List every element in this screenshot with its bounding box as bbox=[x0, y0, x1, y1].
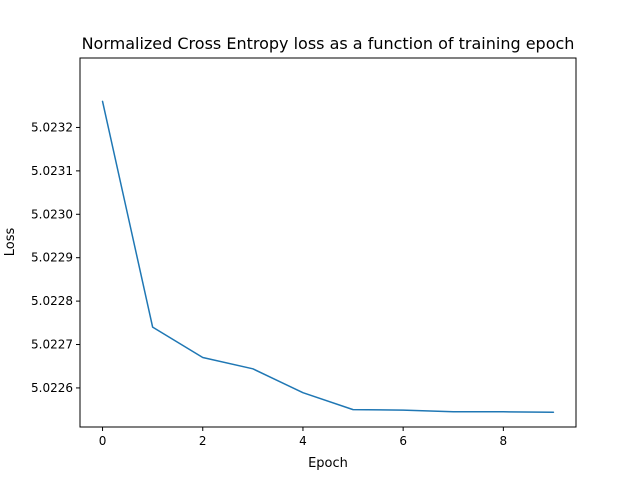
x-tick-label: 2 bbox=[199, 434, 207, 448]
x-axis-label: Epoch bbox=[308, 456, 348, 471]
y-tick-label: 5.0229 bbox=[31, 251, 73, 265]
y-tick-label: 5.0228 bbox=[31, 294, 73, 308]
x-tick-label: 4 bbox=[299, 434, 307, 448]
y-tick-label: 5.0230 bbox=[31, 207, 73, 221]
y-axis-ticks: 5.0226 5.0227 5.0228 5.0229 5.0230 5.0231 5.02… bbox=[31, 120, 80, 395]
series-line bbox=[101, 100, 555, 413]
x-tick-label: 0 bbox=[99, 434, 107, 448]
x-tick-label: 6 bbox=[399, 434, 407, 448]
x-axis-ticks: 0 2 4 6 8 bbox=[99, 427, 507, 448]
y-axis-label: Loss bbox=[3, 228, 18, 257]
plot-area bbox=[101, 100, 555, 413]
chart-title: Normalized Cross Entropy loss as a funct… bbox=[82, 34, 575, 53]
y-tick-label: 5.0231 bbox=[31, 164, 73, 178]
x-tick-label: 8 bbox=[500, 434, 508, 448]
y-tick-label: 5.0232 bbox=[31, 120, 73, 134]
y-tick-label: 5.0226 bbox=[31, 381, 73, 395]
plot-frame bbox=[79, 57, 577, 428]
y-tick-label: 5.0227 bbox=[31, 338, 73, 352]
